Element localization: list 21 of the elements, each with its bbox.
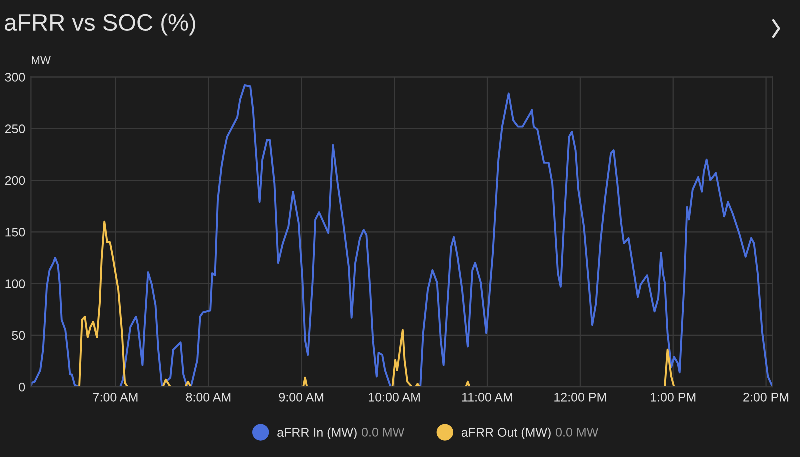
x-tick-label: 2:00 PM <box>744 392 789 402</box>
y-tick-label: 200 <box>5 176 26 186</box>
legend-label: aFRR In (MW) <box>278 428 357 440</box>
y-tick-label: 150 <box>6 228 26 237</box>
x-tick-label: 9:00 AM <box>279 392 324 402</box>
y-axis-title: MW <box>32 56 51 64</box>
x-tick-label: 1:00 PM <box>651 392 696 402</box>
text: 0.0 MW <box>362 428 405 437</box>
x-tick-label: 8:00 AM <box>186 392 231 402</box>
y-tick-label: 300 <box>5 73 26 82</box>
x-tick-label: 11:00 AM <box>462 392 512 402</box>
x-tick-label: 10:00 AM <box>369 392 420 402</box>
y-tick-label: 100 <box>6 280 26 288</box>
x-tick-label: 7:00 AM <box>93 392 138 402</box>
legend-label: aFRR Out (MW) <box>462 428 551 440</box>
text: 0.0 MW <box>556 428 599 437</box>
y-tick-label: 250 <box>5 124 26 134</box>
y-tick-label: 0 <box>19 382 26 392</box>
chart-title: aFRR vs SOC (%) <box>5 14 196 36</box>
y-tick-label: 50 <box>12 331 26 340</box>
x-tick-label: 12:00 PM <box>554 392 606 402</box>
